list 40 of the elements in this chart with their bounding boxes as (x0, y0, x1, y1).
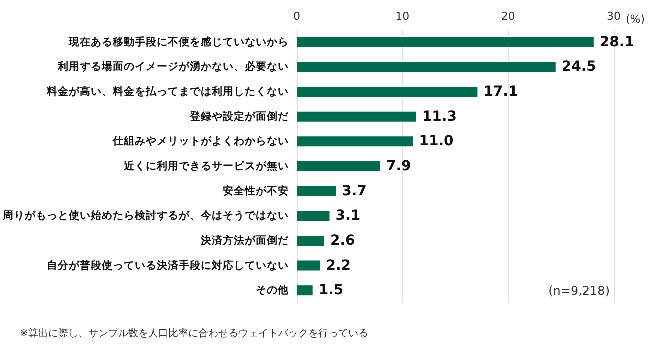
y-tick-label: 近くに利用できるサービスが無い (123, 160, 289, 172)
bar (297, 186, 336, 196)
y-tick-label: 決済方法が面倒だ (200, 234, 290, 247)
text: ※算出に際し、サンプル数を人口比率に合わせるウェイトバックを行っている (20, 328, 368, 340)
bar (297, 286, 313, 296)
y-tick-label: 周りがもっと使い始めたら検討するが、今はそうではない (2, 209, 289, 222)
y-tick-label: 料金が高い、料金を払ってまでは利用したくない (46, 85, 289, 98)
annotation: (n=9,218) (548, 284, 610, 298)
y-tick-label: 現在ある移動手段に不便を感じていないから (68, 35, 289, 48)
data-label: 3.7 (342, 183, 367, 200)
data-label: 17.1 (484, 84, 518, 100)
bar (297, 87, 478, 98)
x-tick-label: 20 (501, 10, 516, 23)
y-tick-label: 安全性が不安 (223, 184, 289, 198)
x-tick-label: 0 (294, 10, 300, 23)
y-tick-label: 自分が普段使っている決済手段に対応していない (47, 258, 289, 272)
data-label: 3.1 (336, 208, 361, 224)
x-axis-title: (%) (626, 13, 646, 26)
y-tick-label: 利用する場面のイメージが湧かない、必要ない (57, 60, 289, 74)
bar (297, 162, 380, 172)
data-label: 2.2 (326, 258, 352, 274)
bar (297, 62, 556, 72)
data-label: 2.6 (330, 232, 356, 249)
x-tick-label: 30 (607, 10, 621, 23)
bar (297, 136, 414, 147)
data-label: 7.9 (386, 158, 412, 174)
bar (297, 112, 416, 122)
data-label: 11.0 (419, 134, 454, 150)
y-tick-label: 仕組みやメリットがよくわからない (112, 136, 289, 148)
data-label: 24.5 (562, 59, 596, 76)
bar (297, 236, 324, 246)
data-label: 1.5 (318, 282, 344, 299)
y-tick-label: 登録や設定が面倒だ (189, 110, 290, 123)
data-label: 11.3 (422, 108, 457, 125)
x-tick-label: 10 (396, 10, 410, 23)
bar (297, 37, 594, 48)
data-label: 28.1 (600, 34, 634, 50)
bar (297, 211, 330, 222)
bar (297, 260, 320, 271)
y-tick-label: その他 (256, 284, 290, 297)
